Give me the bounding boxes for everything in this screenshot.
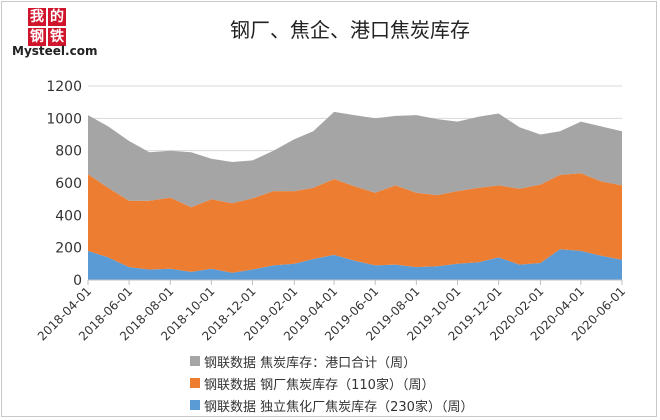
chart-legend: 钢联数据 焦炭库存：港口合计（周） 钢联数据 钢厂焦炭库存（110家）（周） 钢… xyxy=(190,350,473,416)
y-tick-label: 1000 xyxy=(46,111,82,127)
y-tick-label: 200 xyxy=(55,241,82,257)
stacked-area-chart: 0200400600800100012002018-04-012018-06-0… xyxy=(35,79,628,343)
logo-char: 钢 xyxy=(28,28,46,46)
legend-swatch xyxy=(190,378,200,388)
y-tick-label: 0 xyxy=(73,273,82,289)
y-tick-label: 400 xyxy=(55,208,82,224)
series-area xyxy=(88,173,622,273)
legend-entry: 钢联数据 独立焦化厂焦炭库存（230家）（周） xyxy=(190,394,473,416)
chart-title: 钢厂、焦企、港口焦炭库存 xyxy=(230,18,470,42)
logo-char: 铁 xyxy=(48,28,66,46)
legend-swatch xyxy=(190,400,200,410)
y-tick-label: 1200 xyxy=(46,79,82,95)
y-tick-label: 800 xyxy=(55,144,82,160)
legend-entry: 钢联数据 钢厂焦炭库存（110家）（周） xyxy=(190,372,473,394)
legend-label: 钢联数据 独立焦化厂焦炭库存（230家）（周） xyxy=(204,399,474,415)
logo-text: Mysteel.com xyxy=(12,44,98,58)
series-area xyxy=(88,249,622,280)
legend-entry: 钢联数据 焦炭库存：港口合计（周） xyxy=(190,350,473,372)
logo-char: 的 xyxy=(48,8,66,26)
logo-char: 我 xyxy=(28,8,46,26)
legend-swatch xyxy=(190,356,200,366)
y-tick-label: 600 xyxy=(55,176,82,192)
series-area xyxy=(88,111,622,208)
legend-label: 钢联数据 焦炭库存：港口合计（周） xyxy=(204,355,417,371)
legend-label: 钢联数据 钢厂焦炭库存（110家）（周） xyxy=(204,377,435,393)
mysteel-logo: 我 的 钢 铁 Mysteel.com xyxy=(10,8,102,58)
